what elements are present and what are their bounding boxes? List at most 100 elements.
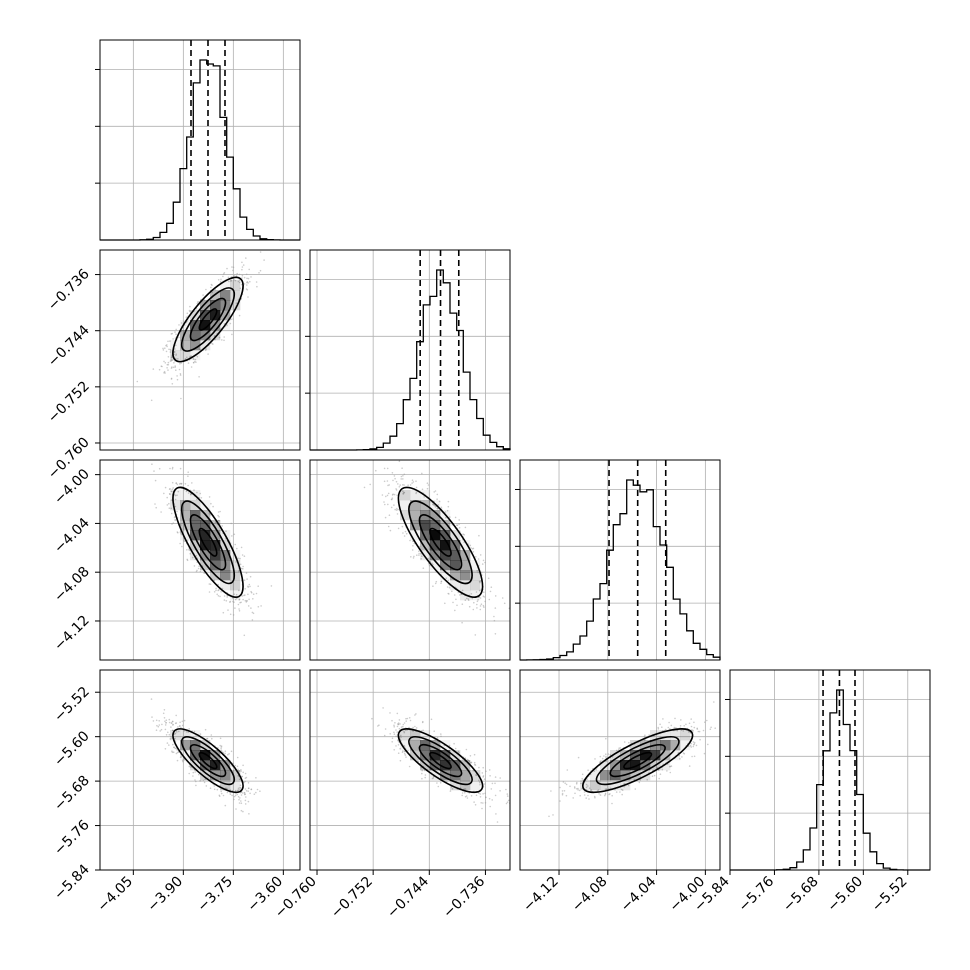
density-cell (440, 530, 451, 541)
sample-point (150, 698, 153, 700)
sample-point (250, 788, 253, 790)
sample-point (403, 752, 406, 755)
sample-point (222, 794, 225, 797)
sample-point (483, 591, 485, 593)
sample-point (174, 519, 176, 521)
sample-point (398, 727, 401, 730)
sample-point (164, 748, 167, 750)
sample-point (175, 353, 177, 356)
density-cell (190, 530, 201, 541)
sample-point (421, 777, 423, 780)
density-cell (190, 550, 201, 561)
sample-point (412, 726, 414, 729)
sample-point (179, 373, 182, 375)
sample-point (605, 753, 607, 755)
contour-1-3-4 (172, 486, 244, 598)
sample-point (257, 585, 260, 587)
sample-point (217, 511, 220, 513)
sample-point (415, 486, 418, 489)
ytick-label-2-2: −0.752 (45, 378, 93, 426)
sample-point (239, 563, 242, 566)
sample-point (464, 791, 466, 794)
density-cell (420, 520, 431, 531)
sample-point (238, 281, 241, 284)
sample-point (172, 487, 174, 489)
sample-point (397, 508, 399, 511)
contour-1-4-3 (180, 736, 236, 786)
sample-point (395, 509, 398, 511)
sample-point (605, 788, 608, 790)
density-cell (190, 730, 201, 741)
sample-point (402, 493, 405, 495)
sample-point (398, 460, 401, 463)
sample-point (389, 712, 391, 714)
sample-point (472, 547, 475, 550)
sample-point (209, 514, 212, 516)
sample-point (241, 775, 243, 778)
sample-point (217, 589, 219, 592)
sample-point (479, 580, 482, 582)
sample-point (696, 727, 698, 730)
sample-point (639, 779, 642, 781)
sample-point (478, 589, 481, 592)
sample-point (482, 793, 484, 795)
density-cell (410, 530, 421, 541)
sample-point (210, 286, 212, 289)
sample-point (174, 331, 176, 333)
density-cell (610, 780, 621, 791)
sample-point (499, 790, 501, 792)
sample-point (243, 634, 246, 637)
sample-point (605, 756, 607, 759)
sample-point (208, 496, 211, 498)
sample-point (440, 735, 442, 738)
sample-point (220, 746, 223, 748)
sample-point (218, 336, 221, 339)
sample-point (412, 557, 415, 559)
sample-point (478, 766, 480, 769)
sample-point (399, 484, 402, 486)
sample-point (405, 532, 408, 535)
sample-point (405, 720, 408, 722)
sample-point (693, 741, 696, 744)
panel-1-3 (99, 459, 301, 661)
sample-point (152, 720, 155, 722)
contour-2-3-3 (408, 500, 473, 585)
sample-point (165, 719, 168, 721)
sample-point (172, 338, 174, 340)
sample-point (249, 585, 251, 588)
xtick-label-4-4: −5.60 (824, 873, 866, 915)
density-cell (210, 520, 221, 531)
sample-point (229, 601, 231, 603)
sample-point (494, 776, 497, 778)
sample-point (501, 597, 504, 599)
density-cell (590, 770, 601, 781)
sample-point (418, 552, 420, 555)
sample-point (559, 786, 561, 789)
sample-point (481, 772, 484, 774)
sample-point (182, 760, 184, 763)
sample-point (172, 366, 175, 369)
sample-point (189, 305, 191, 308)
contour-2-4-4 (397, 728, 484, 794)
sample-point (675, 727, 677, 729)
sample-point (243, 781, 245, 784)
sample-point (400, 475, 403, 478)
sample-point (218, 795, 221, 797)
sample-point (440, 506, 443, 509)
ytick-label-4-1: −5.84 (51, 861, 93, 903)
sample-point (168, 507, 171, 510)
density-cell (230, 580, 241, 591)
sample-point (162, 349, 165, 351)
sample-point (605, 755, 607, 758)
sample-point (250, 590, 252, 593)
ytick-label-2-4: −0.736 (45, 266, 93, 314)
sample-point (634, 788, 637, 790)
density-cell (420, 550, 431, 561)
sample-point (223, 339, 225, 342)
sample-point (487, 577, 490, 580)
density-cell (410, 730, 421, 741)
sample-point (238, 802, 241, 804)
density-cell (680, 730, 691, 741)
sample-point (382, 707, 384, 709)
sample-point (156, 724, 158, 727)
